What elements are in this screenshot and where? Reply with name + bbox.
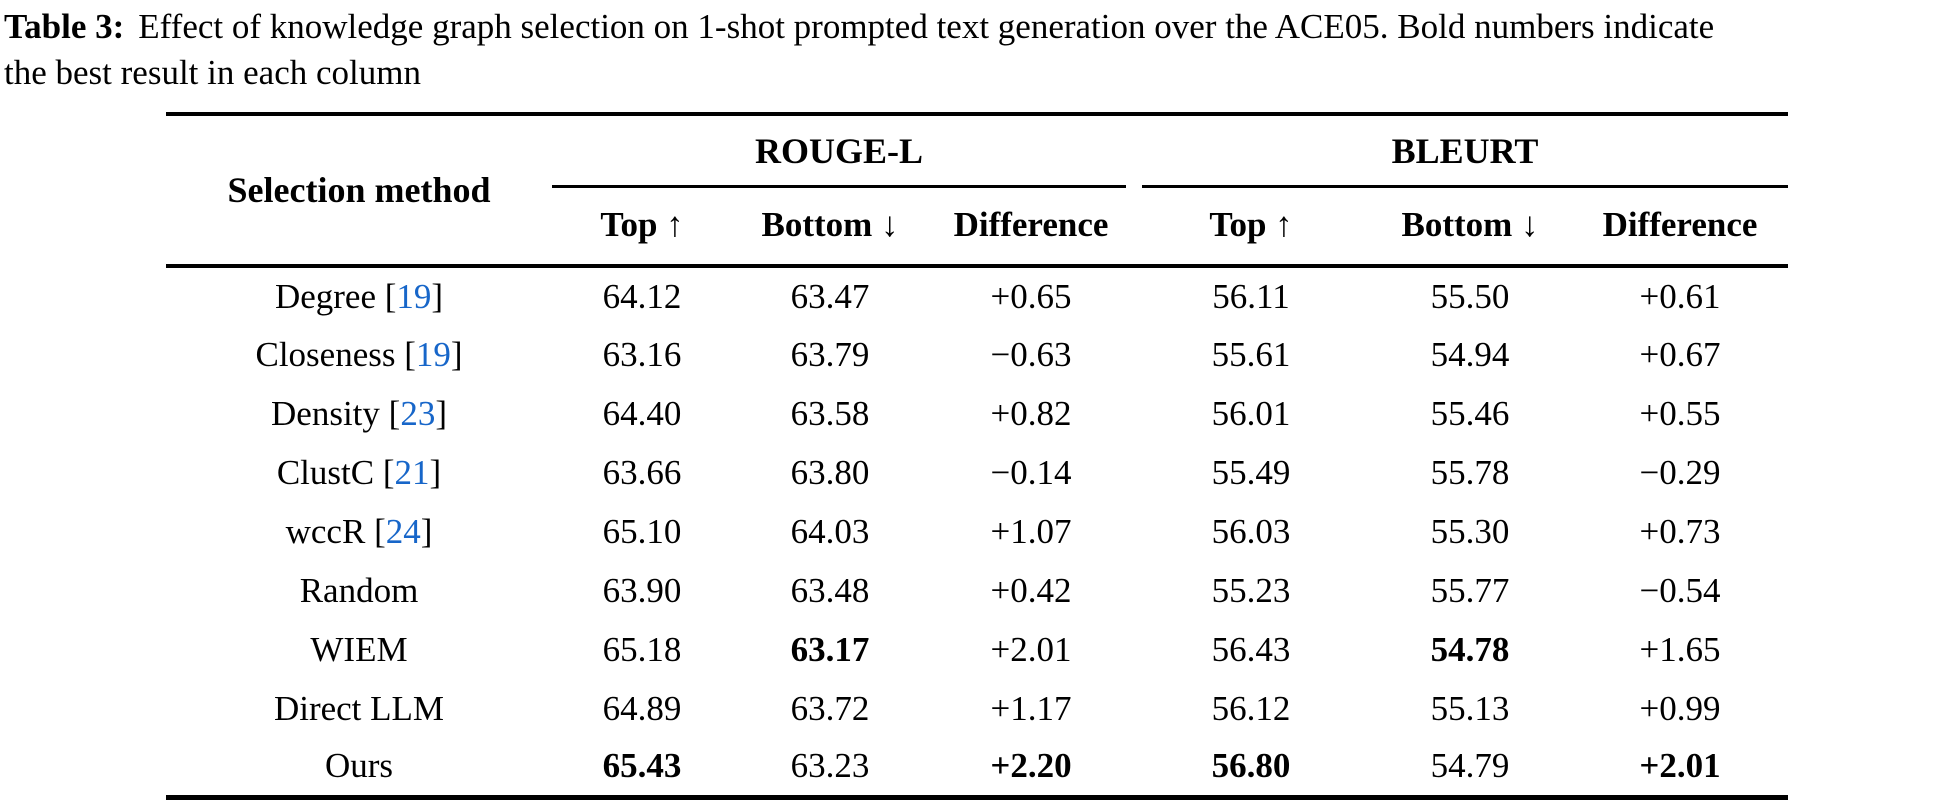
value-cell: +2.01 — [1639, 746, 1721, 786]
value-cell: +0.99 — [1639, 688, 1721, 728]
value-cell: −0.54 — [1639, 570, 1721, 610]
bleurt-top-header: Top ↑ — [1134, 188, 1368, 269]
citation-link[interactable]: 19 — [396, 276, 432, 316]
value-cell: 54.78 — [1430, 629, 1510, 669]
value-cell: 63.48 — [790, 570, 870, 610]
value-cell: 56.11 — [1212, 276, 1290, 316]
results-table: Selection method ROUGE-L BLEURT Top ↑ Bo… — [166, 112, 1788, 800]
value-cell: 63.72 — [790, 688, 870, 728]
caption-line: the best result in each column — [4, 53, 421, 92]
value-cell: 65.10 — [602, 511, 682, 551]
bleurt-group-header: BLEURT — [1134, 114, 1788, 189]
value-cell: 54.94 — [1430, 334, 1510, 374]
method-cell: Direct LLM — [273, 688, 445, 728]
value-cell: +0.65 — [990, 276, 1072, 316]
table-row: Ours 65.43 63.23 +2.20 56.80 54.79 +2.01 — [166, 738, 1788, 797]
value-cell: 56.03 — [1211, 511, 1291, 551]
value-cell: 55.78 — [1430, 452, 1510, 492]
value-cell: +1.17 — [990, 688, 1072, 728]
value-cell: 64.40 — [602, 393, 682, 433]
value-cell: +0.73 — [1639, 511, 1721, 551]
value-cell: 64.12 — [602, 276, 682, 316]
rouge-difference-header: Difference — [928, 188, 1134, 269]
value-cell: 63.47 — [790, 276, 870, 316]
sub-header-row: Top ↑ Bottom ↓ Difference Top ↑ Bottom ↓… — [166, 188, 1788, 269]
method-cell: wccR [24] — [285, 511, 433, 551]
value-cell: 55.46 — [1430, 393, 1510, 433]
value-cell: +0.42 — [990, 570, 1072, 610]
value-cell: 63.16 — [602, 334, 682, 374]
table-row: Direct LLM 64.89 63.72 +1.17 56.12 55.13 +0.99 — [166, 679, 1788, 738]
value-cell: 55.77 — [1430, 570, 1510, 610]
method-cell: Closeness [19] — [255, 334, 463, 374]
citation-link[interactable]: 24 — [385, 511, 421, 551]
table-row: Degree [19] 64.12 63.47 +0.65 56.11 55.50 +0.6… — [166, 266, 1788, 325]
value-cell: −0.63 — [990, 334, 1072, 374]
method-cell: Random — [299, 570, 419, 610]
method-cell: Ours — [324, 746, 394, 786]
value-cell: 55.30 — [1430, 511, 1510, 551]
rouge-top-header: Top ↑ — [552, 188, 732, 269]
value-cell: −0.29 — [1639, 452, 1721, 492]
selection-method-header: Selection method — [166, 114, 552, 269]
value-cell: 56.43 — [1211, 629, 1291, 669]
method-cell: WIEM — [310, 629, 408, 669]
citation-link[interactable]: 23 — [400, 393, 436, 433]
value-cell: 63.80 — [790, 452, 870, 492]
table-row: wccR [24] 65.10 64.03 +1.07 56.03 55.30 +0.73 — [166, 502, 1788, 561]
table-caption: Table 3: Effect of knowledge graph select… — [4, 4, 1953, 96]
value-cell: 55.50 — [1430, 276, 1510, 316]
caption-text: Effect of knowledge graph selection on 1… — [138, 7, 1715, 46]
method-cell: Degree [19] — [274, 276, 444, 316]
rouge-l-group-label: ROUGE-L — [552, 116, 1126, 189]
value-cell: 56.80 — [1211, 746, 1291, 786]
method-cell: ClustC [21] — [276, 452, 442, 492]
value-cell: 55.49 — [1211, 452, 1291, 492]
value-cell: 65.43 — [602, 746, 682, 786]
table-row: Random 63.90 63.48 +0.42 55.23 55.77 −0.54 — [166, 561, 1788, 620]
bleurt-difference-header: Difference — [1572, 188, 1788, 269]
table-header: Selection method ROUGE-L BLEURT Top ↑ Bo… — [166, 114, 1788, 269]
caption-line: Table 3: Effect of knowledge graph select… — [4, 4, 1953, 50]
citation-link[interactable]: 19 — [415, 334, 451, 374]
table-row: Closeness [19] 63.16 63.79 −0.63 55.61 54.94 +… — [166, 325, 1788, 384]
value-cell: 63.79 — [790, 334, 870, 374]
value-cell: 64.03 — [790, 511, 870, 551]
value-cell: +0.67 — [1639, 334, 1721, 374]
rouge-bottom-header: Bottom ↓ — [732, 188, 928, 269]
table-row: Density [23] 64.40 63.58 +0.82 56.01 55.46 +0.… — [166, 384, 1788, 443]
value-cell: +2.20 — [990, 746, 1072, 786]
value-cell: 63.17 — [790, 629, 870, 669]
value-cell: −0.14 — [990, 452, 1072, 492]
value-cell: +0.82 — [990, 393, 1072, 433]
value-cell: 55.23 — [1211, 570, 1291, 610]
value-cell: +1.65 — [1639, 629, 1721, 669]
value-cell: 64.89 — [602, 688, 682, 728]
method-cell: Density [23] — [271, 393, 447, 433]
rouge-l-group-header: ROUGE-L — [552, 114, 1134, 189]
value-cell: 56.12 — [1211, 688, 1291, 728]
value-cell: +0.61 — [1639, 276, 1721, 316]
value-cell: 55.61 — [1211, 334, 1291, 374]
value-cell: +0.55 — [1639, 393, 1721, 433]
citation-link[interactable]: 21 — [394, 452, 430, 492]
group-header-row: Selection method ROUGE-L BLEURT — [166, 114, 1788, 269]
value-cell: 63.90 — [602, 570, 682, 610]
value-cell: 63.23 — [790, 746, 870, 786]
value-cell: 65.18 — [602, 629, 682, 669]
bleurt-group-label: BLEURT — [1142, 116, 1788, 189]
caption-label: Table 3: — [4, 7, 125, 46]
value-cell: 56.01 — [1211, 393, 1291, 433]
value-cell: +1.07 — [990, 511, 1072, 551]
table-body: Degree [19] 64.12 63.47 +0.65 56.11 55.50 +0.6… — [166, 266, 1788, 797]
table-row: WIEM 65.18 63.17 +2.01 56.43 54.78 +1.65 — [166, 620, 1788, 679]
table-row: ClustC [21] 63.66 63.80 −0.14 55.49 55.78 −0.2… — [166, 443, 1788, 502]
value-cell: 63.58 — [790, 393, 870, 433]
value-cell: 63.66 — [602, 452, 682, 492]
value-cell: +2.01 — [990, 629, 1072, 669]
bleurt-bottom-header: Bottom ↓ — [1368, 188, 1572, 269]
value-cell: 54.79 — [1430, 746, 1510, 786]
value-cell: 55.13 — [1430, 688, 1510, 728]
